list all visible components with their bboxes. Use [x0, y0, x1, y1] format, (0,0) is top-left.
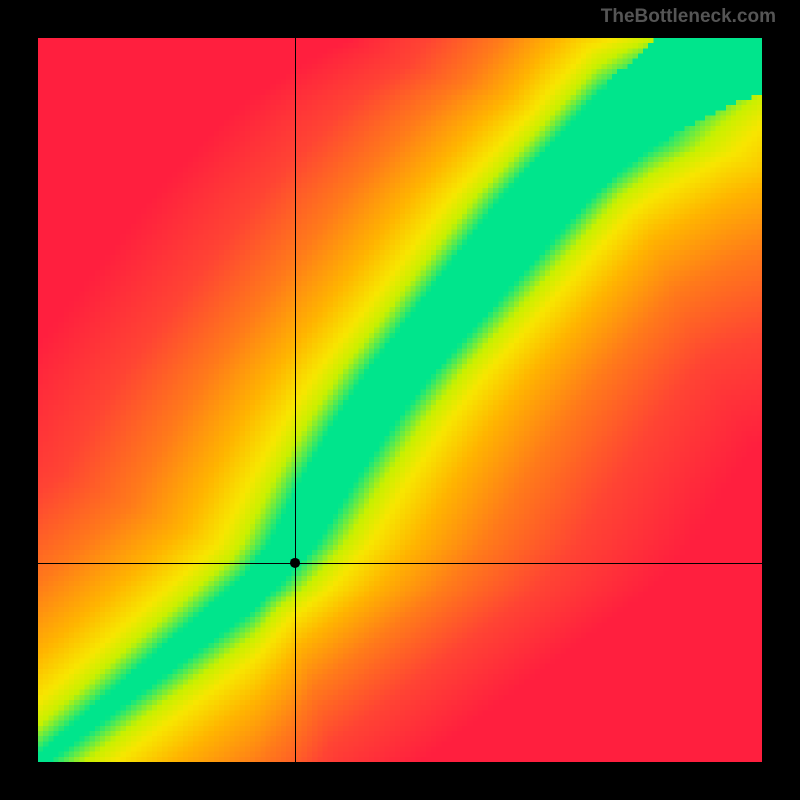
chart-container: TheBottleneck.com	[0, 0, 800, 800]
watermark-text: TheBottleneck.com	[601, 6, 776, 28]
plot-area	[38, 38, 762, 762]
heatmap-canvas	[38, 38, 762, 762]
